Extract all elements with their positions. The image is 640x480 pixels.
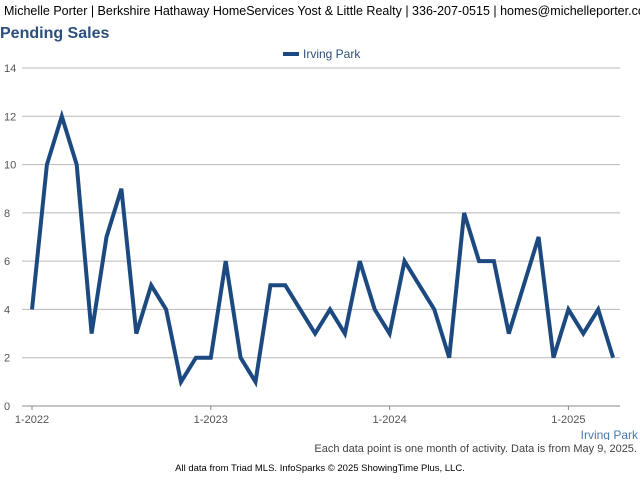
y-tick-label: 0 (4, 401, 10, 413)
pending-sales-chart: 0 2 4 6 8 10 12 14 1-2022 1-2023 1-2024 1-2025 Irvin… (4, 47, 639, 440)
x-tick-label: 1-2022 (15, 414, 49, 426)
y-tick-label: 10 (4, 160, 16, 172)
y-tick-label: 2 (4, 353, 10, 365)
y-tick-label: 4 (4, 304, 10, 316)
y-tick-label: 12 (4, 111, 16, 123)
y-tick-label: 6 (4, 256, 10, 268)
contact-header: Michelle Porter | Berkshire Hathaway Hom… (4, 4, 640, 18)
x-tick-label: 1-2024 (372, 414, 406, 426)
footer-credit: All data from Triad MLS. InfoSparks © 20… (175, 463, 465, 474)
y-tick-label: 8 (4, 208, 10, 220)
series-end-label: Irving Park (581, 428, 639, 440)
x-tick-label: 1-2025 (551, 414, 585, 426)
y-tick-label: 14 (4, 63, 16, 75)
data-note: Each data point is one month of activity… (314, 443, 637, 455)
x-tick-label: 1-2023 (194, 414, 228, 426)
legend-label: Irving Park (303, 47, 361, 61)
series-line-irving-park (30, 109, 616, 388)
chart-title: Pending Sales (0, 25, 110, 42)
